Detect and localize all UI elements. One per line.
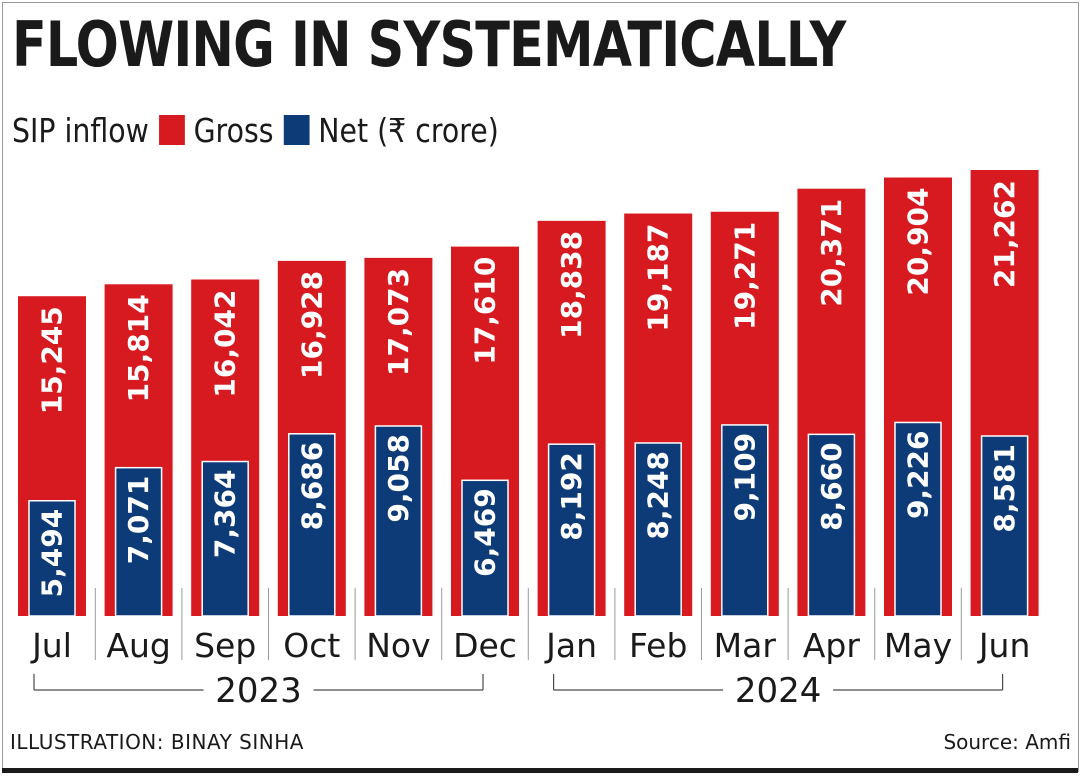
month-tick-label: May — [884, 626, 952, 665]
month-tick-label: Dec — [453, 626, 517, 665]
gross-value-label: 15,814 — [122, 294, 155, 402]
gross-value-label: 16,928 — [295, 271, 328, 379]
net-value-label: 9,226 — [902, 430, 935, 519]
month-tick-label: Jul — [30, 626, 72, 665]
net-value-label: 6,469 — [469, 488, 502, 577]
gross-value-label: 20,904 — [902, 188, 935, 296]
legend-swatch-net — [283, 115, 310, 145]
net-value-label: 9,058 — [382, 434, 415, 523]
month-tick-label: Jun — [977, 626, 1031, 665]
net-value-label: 8,581 — [988, 444, 1021, 533]
net-value-label: 8,248 — [642, 451, 675, 540]
month-tick-label: Aug — [106, 626, 170, 665]
net-value-label: 8,192 — [555, 452, 588, 541]
month-tick-label: Mar — [714, 626, 777, 665]
chart-title: FLOWING IN SYSTEMATICALLY — [12, 8, 846, 81]
net-bar — [980, 435, 1029, 617]
net-bar — [634, 442, 682, 617]
year-label: 2023 — [215, 671, 302, 711]
gross-value-label: 20,371 — [815, 199, 848, 307]
month-tick-label: Feb — [629, 626, 687, 665]
net-bar — [547, 443, 596, 617]
net-value-label: 8,660 — [815, 442, 848, 531]
net-value-label: 8,686 — [295, 442, 328, 531]
gross-value-label: 17,073 — [382, 268, 415, 376]
legend: SIP inflow Gross Net (₹ crore) — [12, 110, 499, 150]
net-bar — [894, 421, 942, 617]
net-bar — [288, 433, 336, 617]
legend-gross-label: Gross — [193, 110, 274, 150]
net-bar — [374, 425, 423, 617]
source-note: Source: Amfi — [943, 730, 1071, 754]
month-tick-label: Sep — [194, 626, 256, 665]
month-tick-label: Nov — [366, 626, 430, 665]
month-tick-label: Oct — [283, 626, 340, 665]
net-bar — [721, 424, 769, 617]
net-bar — [28, 500, 76, 617]
net-value-label: 7,364 — [209, 470, 242, 559]
month-tick-label: Apr — [803, 626, 861, 665]
gross-value-label: 15,245 — [36, 306, 69, 414]
month-tick-label: Jan — [544, 626, 597, 665]
gross-value-label: 21,262 — [988, 180, 1021, 288]
net-value-label: 5,494 — [36, 509, 69, 598]
net-bar — [461, 479, 509, 617]
legend-net-label: Net (₹ crore) — [318, 110, 499, 150]
illustration-credit: ILLUSTRATION: BINAY SINHA — [10, 730, 304, 754]
legend-swatch-gross — [159, 115, 185, 145]
gross-value-label: 16,042 — [209, 289, 242, 397]
gross-value-label: 19,187 — [642, 224, 675, 332]
net-bar — [201, 460, 249, 617]
bottom-rule — [2, 768, 1078, 773]
gross-value-label: 17,610 — [469, 257, 502, 365]
gross-value-label: 19,271 — [728, 222, 761, 330]
year-label: 2024 — [735, 671, 822, 711]
net-bar — [807, 433, 856, 617]
legend-label: SIP inflow — [12, 110, 149, 150]
net-value-label: 9,109 — [728, 433, 761, 522]
gross-value-label: 18,838 — [555, 231, 588, 339]
net-value-label: 7,071 — [122, 476, 155, 565]
net-bar — [114, 466, 163, 617]
